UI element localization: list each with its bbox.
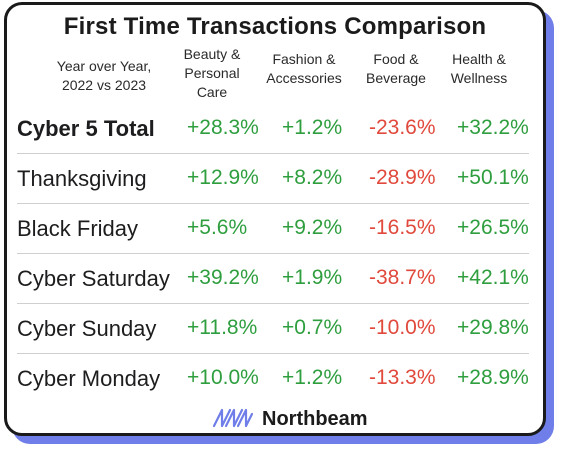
value-cell: +42.1% [457,266,529,289]
value-cell: -28.9% [369,166,436,189]
value-cell: +10.0% [187,366,259,389]
northbeam-logo-icon [212,406,254,433]
value-cell: +1.2% [282,366,343,389]
row-label: Cyber Saturday [17,266,170,291]
brand-name: Northbeam [262,407,368,430]
table-row: Thanksgiving +12.9% +8.2% -28.9% +50.1% [17,154,529,204]
row-label: Thanksgiving [17,166,147,191]
brand: Northbeam [212,404,368,434]
value-cell: +39.2% [187,266,259,289]
value-cell: -10.0% [369,316,436,339]
column-header-fashion: Fashion & Accessories [266,51,342,86]
value-cell: +0.7% [282,316,343,339]
value-cell: +11.8% [187,316,258,339]
value-cell: +50.1% [457,166,529,189]
table-row: Black Friday +5.6% +9.2% -16.5% +26.5% [17,204,529,254]
table-row: Cyber Saturday +39.2% +1.9% -38.7% +42.1% [17,254,529,304]
value-cell: +28.3% [187,116,259,139]
table-row: Cyber Monday +10.0% +1.2% -13.3% +28.9% [17,354,529,404]
row-label: Cyber Monday [17,366,161,391]
value-cell: +5.6% [187,216,248,239]
row-divider [17,303,529,304]
column-header-food: Food & Beverage [366,51,426,86]
value-cell: +26.5% [457,216,529,239]
value-cell: +1.2% [282,116,343,139]
value-cell: +12.9% [187,166,259,189]
value-cell: +28.9% [457,366,529,389]
row-divider [17,253,529,254]
value-cell: -16.5% [369,216,436,239]
column-header-health: Health & Wellness [450,51,508,86]
value-cell: +9.2% [282,216,343,239]
value-cell: +32.2% [457,116,529,139]
row-divider [17,203,529,204]
value-cell: +29.8% [457,316,529,339]
column-header-beauty: Beauty & Personal Care [183,46,241,100]
row-divider [17,153,529,154]
row-divider [17,353,529,354]
row-label: Cyber 5 Total [17,116,155,141]
table-row: Cyber Sunday +11.8% +0.7% -10.0% +29.8% [17,304,529,354]
value-cell: -13.3% [369,366,436,389]
value-cell: -38.7% [369,266,436,289]
comparison-card: First Time Transactions Comparison Year … [4,2,546,436]
value-cell: -23.6% [369,116,436,139]
row-label: Black Friday [17,216,139,241]
row-header: Year over Year, 2022 vs 2023 [56,58,152,93]
table-row: Cyber 5 Total +28.3% +1.2% -23.6% +32.2% [17,104,529,154]
chart-title: First Time Transactions Comparison [63,13,487,40]
row-label: Cyber Sunday [17,316,157,341]
value-cell: +1.9% [282,266,343,289]
value-cell: +8.2% [282,166,343,189]
